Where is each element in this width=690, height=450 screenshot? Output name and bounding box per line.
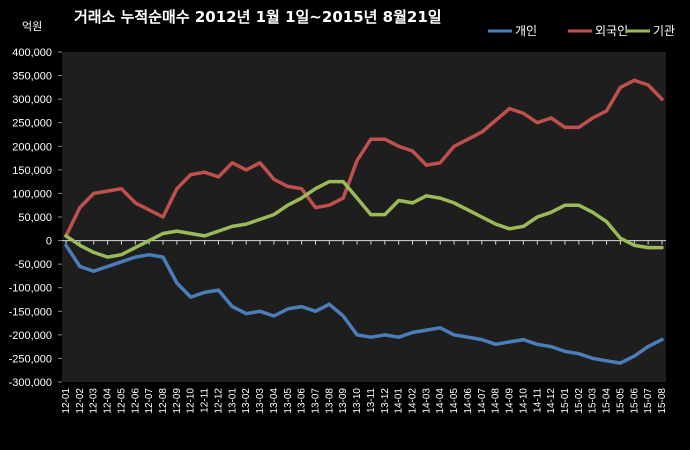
series-line-개인 (64, 243, 664, 365)
y-tick-label: 0 (46, 236, 52, 248)
x-tick-label: 14-05 (449, 388, 460, 414)
x-tick-label: 14-02 (408, 388, 419, 414)
x-tick-label: 15-06 (629, 388, 640, 414)
y-tick-label: -150,000 (9, 306, 52, 318)
x-tick-label: 14-12 (546, 388, 557, 414)
y-tick-label: 250,000 (12, 118, 52, 130)
y-tick-label: -50,000 (15, 259, 52, 271)
x-tick-label: 14-10 (518, 388, 529, 414)
plot-area (62, 52, 666, 382)
x-tick-label: 12-11 (200, 388, 211, 413)
x-tick-label: 15-02 (574, 388, 585, 414)
x-tick-label: 12-01 (61, 388, 72, 414)
x-tick-label: 14-06 (463, 388, 474, 414)
y-tick-label: 400,000 (12, 47, 52, 59)
x-tick-label: 12-04 (103, 388, 114, 414)
x-tick-label: 15-01 (560, 388, 571, 414)
x-tick-label: 13-10 (352, 388, 363, 414)
x-tick-label: 13-07 (310, 388, 321, 414)
legend-label: 외국인 (595, 24, 628, 38)
x-tick-label: 14-04 (435, 388, 446, 414)
legend-label: 기관 (653, 24, 675, 38)
series-line-기관 (64, 179, 664, 259)
x-tick-label: 12-05 (116, 388, 127, 414)
x-tick-label: 12-12 (213, 388, 224, 414)
x-tick-label: 15-05 (615, 388, 626, 414)
x-tick-label: 13-04 (269, 388, 280, 414)
x-tick-label: 14-03 (421, 388, 432, 414)
x-tick-label: 15-07 (643, 388, 654, 414)
y-tick-label: -100,000 (9, 283, 52, 295)
chart-title: 거래소 누적순매수 2012년 1월 1일~2015년 8월21일 (74, 8, 442, 26)
x-tick-label: 13-06 (297, 388, 308, 414)
y-tick-label: 200,000 (12, 141, 52, 153)
x-tick-label: 14-11 (532, 388, 543, 413)
y-tick-label: 350,000 (12, 71, 52, 83)
x-tick-label: 12-10 (186, 388, 197, 414)
y-tick-label: 50,000 (18, 212, 52, 224)
x-tick-label: 15-04 (602, 388, 613, 414)
y-tick-label: -300,000 (9, 377, 52, 389)
y-axis: 400,000 350,000 300,000 250,000 200,000 150,0… (9, 47, 666, 389)
series-lines (64, 78, 664, 365)
x-tick-label: 14-08 (491, 388, 502, 414)
legend-label: 개인 (515, 24, 537, 38)
x-tick-label: 12-06 (130, 388, 141, 414)
x-tick-label: 14-09 (505, 388, 516, 414)
x-tick-label: 13-12 (380, 388, 391, 414)
legend: 개인 외국인 기관 (488, 24, 675, 38)
y-tick-label: -250,000 (9, 353, 52, 365)
x-tick-label: 12-02 (75, 388, 86, 414)
x-tick-label: 13-11 (366, 388, 377, 413)
y-tick-label: -200,000 (9, 330, 52, 342)
y-tick-label: 100,000 (12, 188, 52, 200)
x-tick-label: 13-03 (255, 388, 266, 414)
y-tick-label: 150,000 (12, 165, 52, 177)
x-tick-label: 12-09 (172, 388, 183, 414)
x-axis: 12-01 12-02 12-03 12-04 12-05 12-06 12-07 12-08… (61, 240, 668, 414)
x-tick-label: 15-08 (657, 388, 668, 414)
x-tick-label: 14-07 (477, 388, 488, 414)
x-tick-label: 14-01 (394, 388, 405, 414)
x-tick-label: 13-01 (227, 388, 238, 414)
y-axis-label: 억원 (22, 20, 42, 33)
x-tick-label: 13-09 (338, 388, 349, 414)
y-tick-label: 300,000 (12, 94, 52, 106)
x-tick-label: 12-03 (89, 388, 100, 414)
x-tick-label: 13-02 (241, 388, 252, 414)
x-tick-label: 13-05 (283, 388, 294, 414)
series-line-외국인 (64, 78, 664, 238)
x-tick-label: 13-08 (324, 388, 335, 414)
x-tick-label: 12-07 (144, 388, 155, 414)
x-tick-label: 15-03 (588, 388, 599, 414)
x-tick-label: 12-08 (158, 388, 169, 414)
